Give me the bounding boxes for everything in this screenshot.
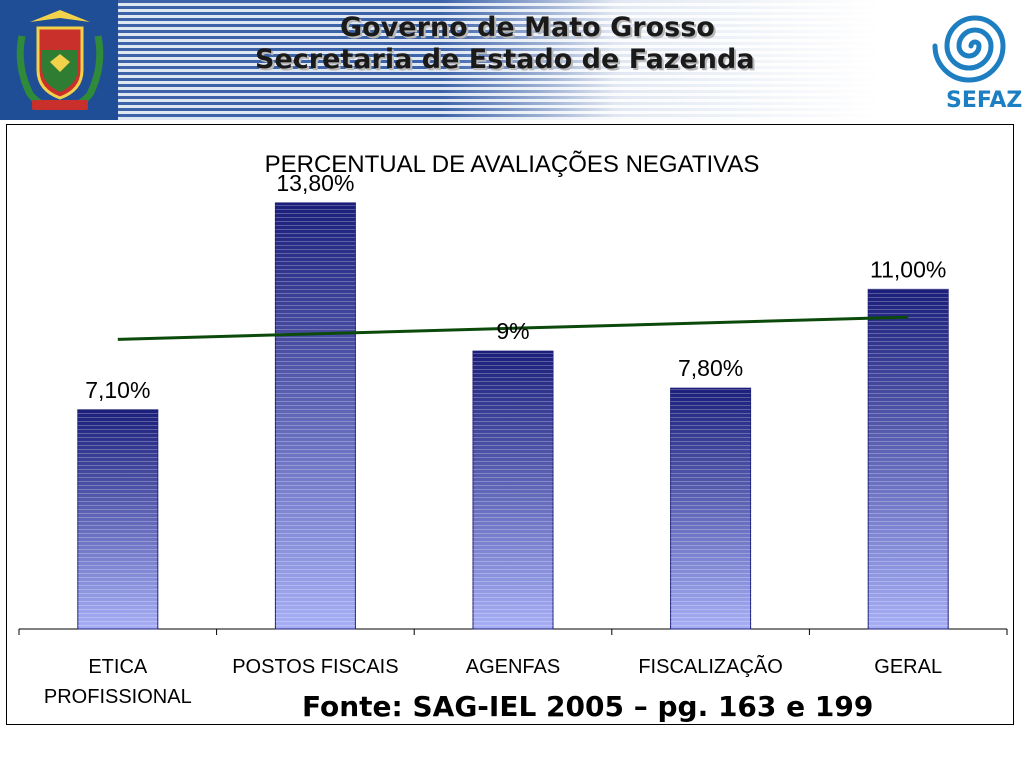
chart-panel: PERCENTUAL DE AVALIAÇÕES NEGATIVAS 7,10%… [6,124,1014,725]
bar-5 [867,288,949,630]
bar-stripes [275,202,356,630]
bar-3 [472,350,554,630]
category-label: PROFISSIONAL [44,686,192,708]
page-header: Governo de Mato Grosso Secretaria de Est… [0,0,1024,122]
data-label: 7,10% [85,377,150,403]
data-label: 9% [496,318,529,344]
category-label: GERAL [874,656,942,678]
sefaz-logo-text: SEFAZ [946,88,1023,113]
bar-chart: PERCENTUAL DE AVALIAÇÕES NEGATIVAS 7,10%… [18,150,1008,708]
category-label: FISCALIZAÇÃO [638,654,782,678]
header-line-1: Governo de Mato Grosso [340,12,715,43]
data-label: 11,00% [870,256,946,282]
category-label: AGENFAS [466,656,560,678]
x-axis [18,628,1008,635]
header-banner [0,0,880,120]
bars [77,202,949,630]
bar-stripes [868,289,949,629]
trendline-path [117,315,909,341]
header-line-2: Secretaria de Estado de Fazenda [255,44,755,75]
sefaz-spiral-icon [932,15,1006,83]
data-label: 7,80% [678,355,743,381]
bar-stripes [473,351,553,629]
crest-panel [0,0,118,120]
bar-2 [274,202,356,630]
category-label: ETICA [88,656,148,678]
bar-stripes [670,388,751,629]
bar-stripes [77,409,158,629]
chart-title: PERCENTUAL DE AVALIAÇÕES NEGATIVAS [265,150,760,178]
bar-4 [670,387,752,630]
bar-1 [77,409,159,630]
trendline [117,315,909,341]
category-label: POSTOS FISCAIS [232,656,398,678]
data-label: 13,80% [276,170,354,196]
category-labels: ETICA PROFISSIONAL POSTOS FISCAIS AGENFAS FI… [44,654,942,708]
data-labels: 7,10% 13,80% 9% 7,80% 11,00% [85,170,946,403]
state-coat-of-arms-icon [16,10,104,110]
source-note: Fonte: SAG-IEL 2005 – pg. 163 e 199 [302,690,874,723]
